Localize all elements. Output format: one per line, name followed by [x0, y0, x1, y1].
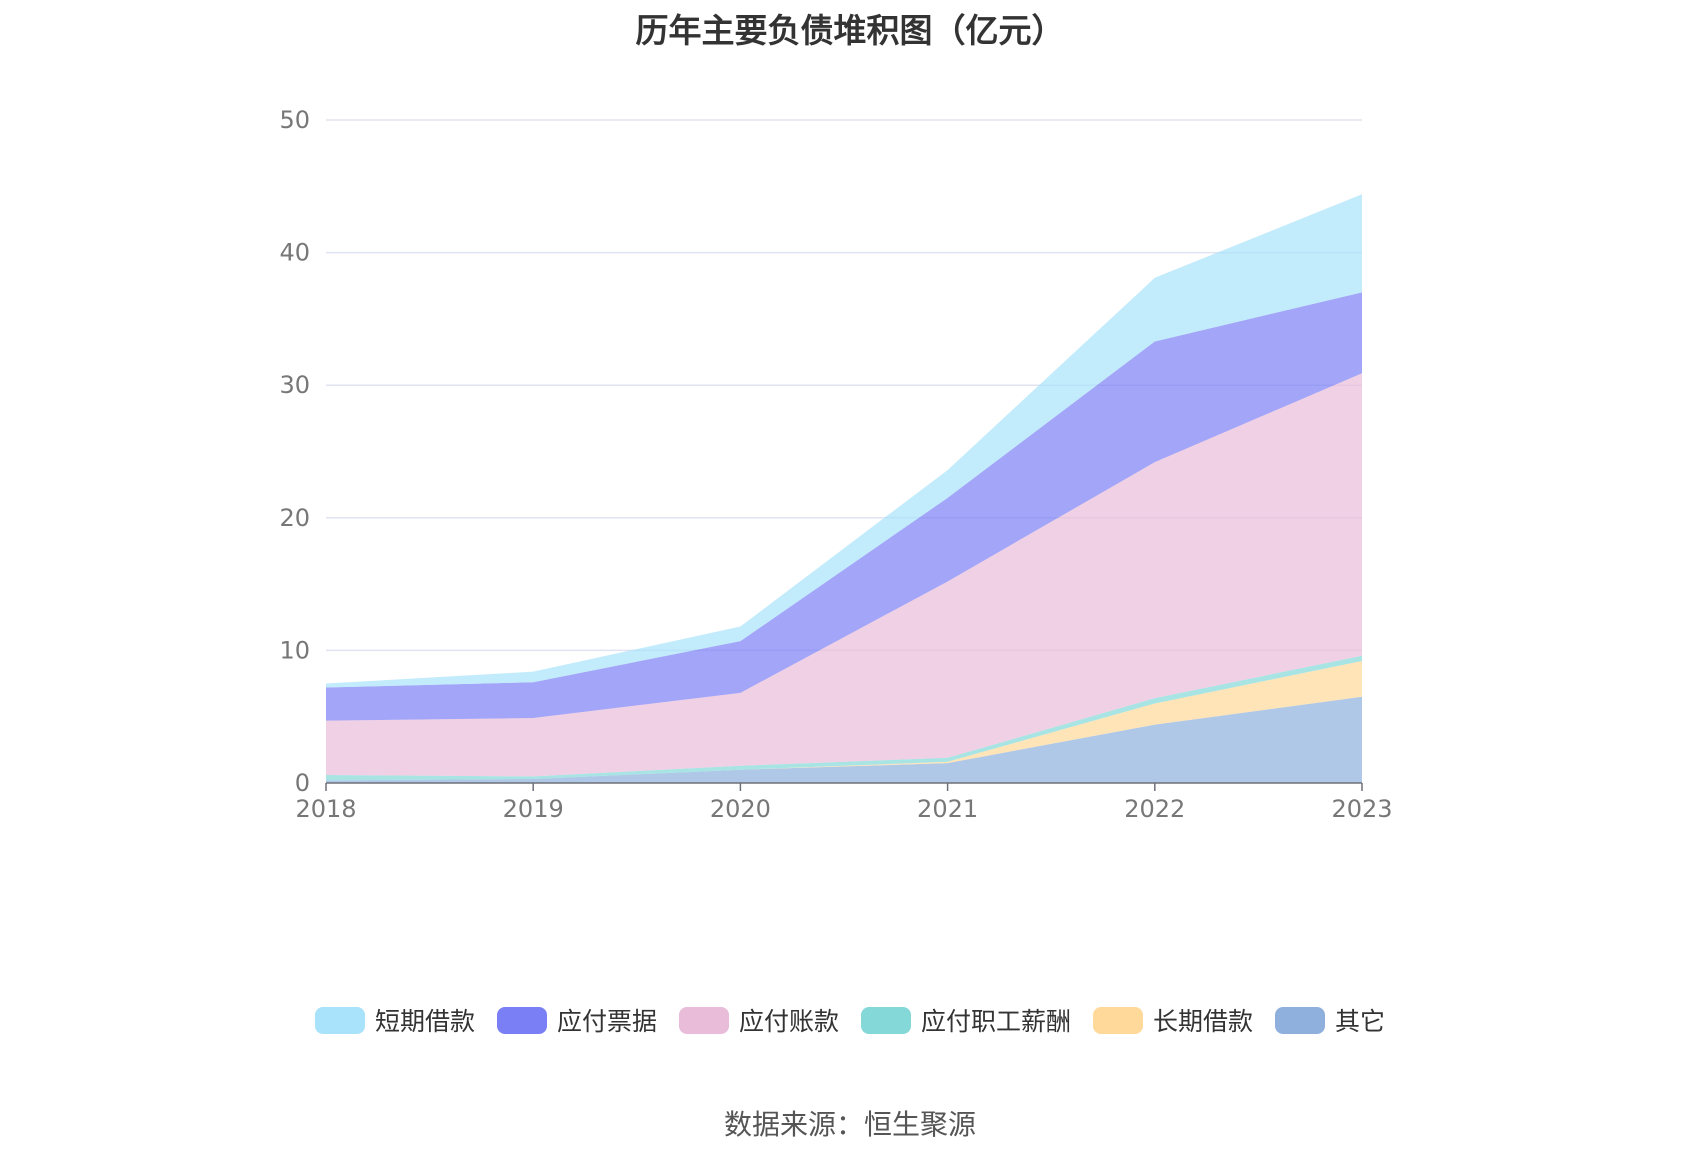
area-series-4	[326, 292, 1362, 721]
legend-swatch	[1093, 1006, 1144, 1034]
legend-swatch	[1275, 1006, 1326, 1034]
legend-label: 其它	[1335, 1007, 1386, 1036]
y-tick-label: 0	[295, 769, 310, 797]
area-series-3	[326, 373, 1362, 777]
y-tick-label: 30	[279, 371, 310, 399]
data-source: 数据来源：恒生聚源	[723, 1108, 976, 1141]
legend-item[interactable]: 应付账款	[678, 1002, 839, 1038]
y-tick-label: 50	[279, 106, 310, 134]
x-tick-label: 2020	[710, 795, 771, 823]
legend-item[interactable]: 应付票据	[496, 1002, 657, 1038]
y-tick-label: 40	[279, 239, 310, 267]
x-tick-label: 2021	[917, 795, 978, 823]
legend-swatch	[678, 1006, 729, 1034]
legend-swatch	[861, 1006, 911, 1034]
area-series-1	[326, 661, 1362, 781]
legend-label: 应付职工薪酬	[921, 1007, 1072, 1036]
x-tick-label: 2019	[503, 795, 564, 823]
legend-item[interactable]: 长期借款	[1093, 1002, 1253, 1038]
legend-label: 应付票据	[556, 1007, 657, 1036]
legend-item[interactable]: 短期借款	[314, 1002, 475, 1038]
legend-swatch	[496, 1006, 547, 1034]
y-tick-label: 20	[279, 504, 310, 532]
legend-label: 短期借款	[374, 1007, 475, 1036]
legend-item[interactable]: 应付职工薪酬	[861, 1002, 1071, 1038]
area-series	[326, 194, 1362, 783]
legend-label: 应付账款	[738, 1007, 839, 1036]
x-tick-label: 2022	[1124, 795, 1185, 823]
x-tick-label: 2023	[1331, 795, 1392, 823]
x-tick-label: 2018	[295, 795, 356, 823]
y-axis-ticks: 0 10 20 30 40 50	[279, 106, 310, 797]
area-series-0	[326, 696, 1362, 783]
x-axis-ticks: 2018 2019 2020 2021 2022 2023	[295, 783, 1393, 823]
legend-label: 长期借款	[1153, 1007, 1254, 1036]
legend-swatch	[314, 1006, 365, 1034]
legend: 短期借款 应付票据 应付账款 应付职工薪酬 长期借款 其它	[0, 1002, 1700, 1038]
legend-item[interactable]: 其它	[1275, 1002, 1385, 1038]
area-series-5	[326, 194, 1362, 688]
chart-title: 历年主要负债堆积图（亿元）	[635, 11, 1065, 50]
y-tick-label: 10	[279, 636, 310, 664]
